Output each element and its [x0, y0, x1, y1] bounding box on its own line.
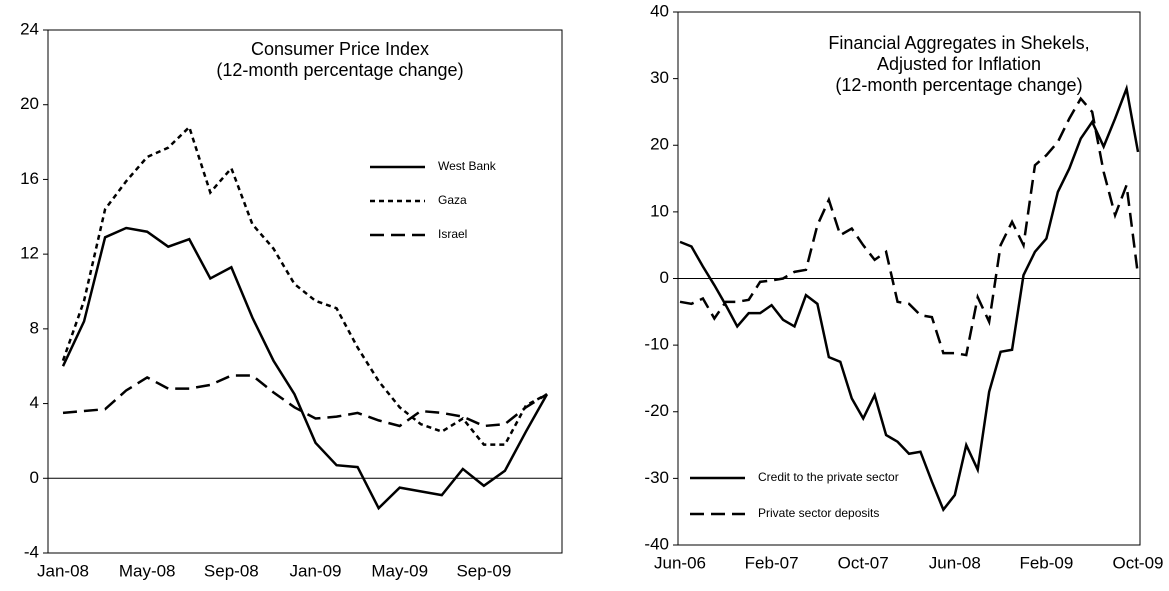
chart-title: Adjusted for Inflation: [877, 54, 1041, 74]
chart-subtitle: (12-month percentage change): [216, 60, 463, 80]
legend-label: Private sector deposits: [758, 506, 879, 520]
series-line: [679, 83, 1140, 513]
x-tick-label: May-09: [371, 561, 428, 580]
y-tick-label: -10: [644, 335, 669, 354]
x-tick-label: Jun-08: [929, 553, 981, 572]
y-tick-label: 40: [650, 1, 669, 20]
y-tick-label: 0: [30, 468, 39, 487]
y-tick-label: 10: [650, 201, 669, 220]
x-tick-label: Oct-07: [838, 553, 889, 572]
legend-label: West Bank: [438, 159, 497, 173]
y-tick-label: -20: [644, 401, 669, 420]
x-tick-label: Jan-08: [37, 561, 89, 580]
x-tick-label: Jan-09: [290, 561, 342, 580]
y-tick-label: 0: [660, 268, 669, 287]
chart-subtitle: (12-month percentage change): [835, 75, 1082, 95]
series-line: [62, 374, 548, 428]
y-tick-label: 8: [30, 318, 39, 337]
legend-label: Israel: [438, 227, 467, 241]
y-tick-label: 24: [20, 19, 39, 38]
y-tick-label: -40: [644, 534, 669, 553]
y-tick-label: 20: [650, 135, 669, 154]
legend-label: Gaza: [438, 193, 467, 207]
y-tick-label: 30: [650, 68, 669, 87]
plot-frame: [47, 29, 563, 554]
x-tick-label: May-08: [119, 561, 176, 580]
y-tick-label: 12: [20, 244, 39, 263]
series-line: [61, 226, 549, 511]
y-tick-label: -4: [24, 542, 39, 561]
series-line: [61, 124, 548, 446]
y-tick-label: 4: [30, 393, 39, 412]
y-tick-label: 16: [20, 169, 39, 188]
chart-title: Consumer Price Index: [251, 39, 429, 59]
x-tick-label: Sep-09: [456, 561, 511, 580]
y-tick-label: 20: [20, 94, 39, 113]
legend-label: Credit to the private sector: [758, 470, 899, 484]
x-tick-label: Feb-09: [1019, 553, 1073, 572]
x-tick-label: Feb-07: [745, 553, 799, 572]
y-tick-label: -30: [644, 468, 669, 487]
chart-title: Financial Aggregates in Shekels,: [828, 33, 1089, 53]
x-tick-label: Sep-08: [204, 561, 259, 580]
x-tick-label: Oct-09: [1112, 553, 1163, 572]
series-line: [679, 96, 1140, 357]
x-tick-label: Jun-06: [654, 553, 706, 572]
